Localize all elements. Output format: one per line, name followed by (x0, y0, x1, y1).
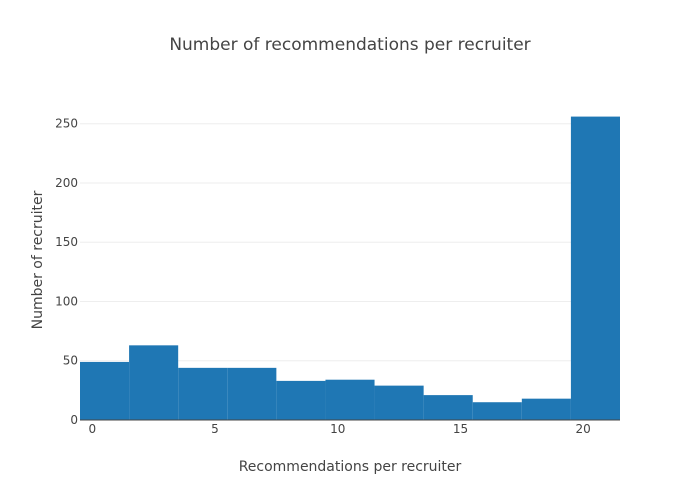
y-tick-label: 200 (55, 176, 78, 190)
x-tick-label: 5 (211, 422, 219, 436)
x-tick-label: 20 (576, 422, 591, 436)
histogram-bar[interactable] (80, 361, 130, 420)
chart-title: Number of recommendations per recruiter (169, 35, 530, 55)
grid-lines (80, 123, 620, 362)
histogram-bar[interactable] (521, 398, 571, 420)
histogram-bar[interactable] (325, 379, 375, 420)
y-tick-label: 0 (70, 413, 78, 427)
y-axis-ticks: 0 50 100 150 200 250 (55, 117, 78, 427)
x-axis-title: Recommendations per recruiter (239, 459, 462, 475)
y-tick-label: 100 (55, 294, 78, 308)
x-tick-label: 0 (88, 422, 96, 436)
histogram-bars (80, 116, 620, 421)
histogram-bar[interactable] (423, 395, 473, 420)
y-tick-label: 250 (55, 117, 78, 131)
histogram-bar[interactable] (374, 385, 424, 420)
histogram-bar[interactable] (472, 402, 522, 420)
y-tick-label: 150 (55, 235, 78, 249)
y-tick-label: 50 (63, 354, 78, 368)
x-tick-label: 15 (453, 422, 468, 436)
x-axis-ticks: 0 5 10 15 20 (88, 422, 590, 436)
histogram-bar[interactable] (570, 116, 620, 420)
histogram-bar[interactable] (276, 380, 326, 420)
histogram-bar[interactable] (129, 345, 179, 420)
y-axis-title: Number of recruiter (30, 190, 46, 329)
histogram-bar[interactable] (227, 367, 277, 420)
histogram-bar[interactable] (178, 367, 228, 420)
x-tick-label: 10 (330, 422, 345, 436)
